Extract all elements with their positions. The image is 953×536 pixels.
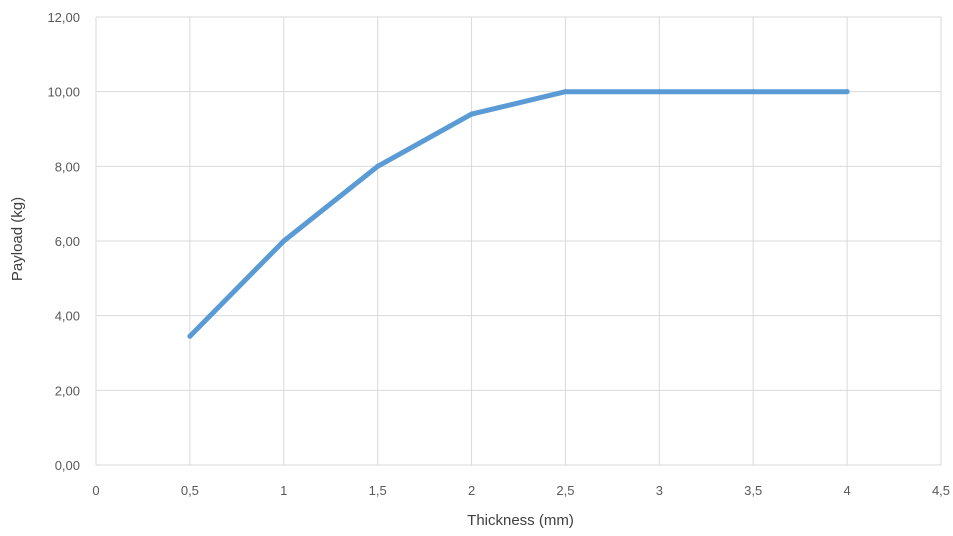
data-point (844, 89, 850, 95)
data-point (656, 89, 662, 95)
x-tick-label: 3 (656, 483, 663, 498)
y-tick-label: 6,00 (55, 234, 80, 249)
x-tick-label: 4 (843, 483, 850, 498)
x-tick-label: 0 (92, 483, 99, 498)
x-tick-label: 4,5 (932, 483, 950, 498)
data-point (750, 89, 756, 95)
y-tick-label: 10,00 (47, 85, 80, 100)
data-point (281, 238, 287, 244)
x-tick-label: 1,5 (369, 483, 387, 498)
x-tick-label: 2,5 (556, 483, 574, 498)
series-line (187, 89, 850, 339)
y-tick-label: 12,00 (47, 10, 80, 25)
data-point (469, 111, 475, 117)
y-tick-label: 2,00 (55, 383, 80, 398)
y-tick-label: 4,00 (55, 309, 80, 324)
x-axis-title: Thickness (mm) (467, 512, 574, 529)
data-point (375, 163, 381, 169)
x-tick-label: 0,5 (181, 483, 199, 498)
y-tick-label: 8,00 (55, 159, 80, 174)
x-tick-label: 1 (280, 483, 287, 498)
y-tick-label: 0,00 (55, 458, 80, 473)
tick-labels: 0 0,5 1 1,5 2 2,5 3 3,5 4 4,5 0,00 2,00 4,00 6,00 8,00… (47, 10, 950, 498)
data-point (562, 89, 568, 95)
x-tick-label: 3,5 (744, 483, 762, 498)
series-layer (187, 89, 850, 339)
y-axis-title: Payload (kg) (9, 197, 26, 281)
data-point (187, 333, 193, 339)
gridlines (95, 16, 942, 466)
x-tick-label: 2 (468, 483, 475, 498)
